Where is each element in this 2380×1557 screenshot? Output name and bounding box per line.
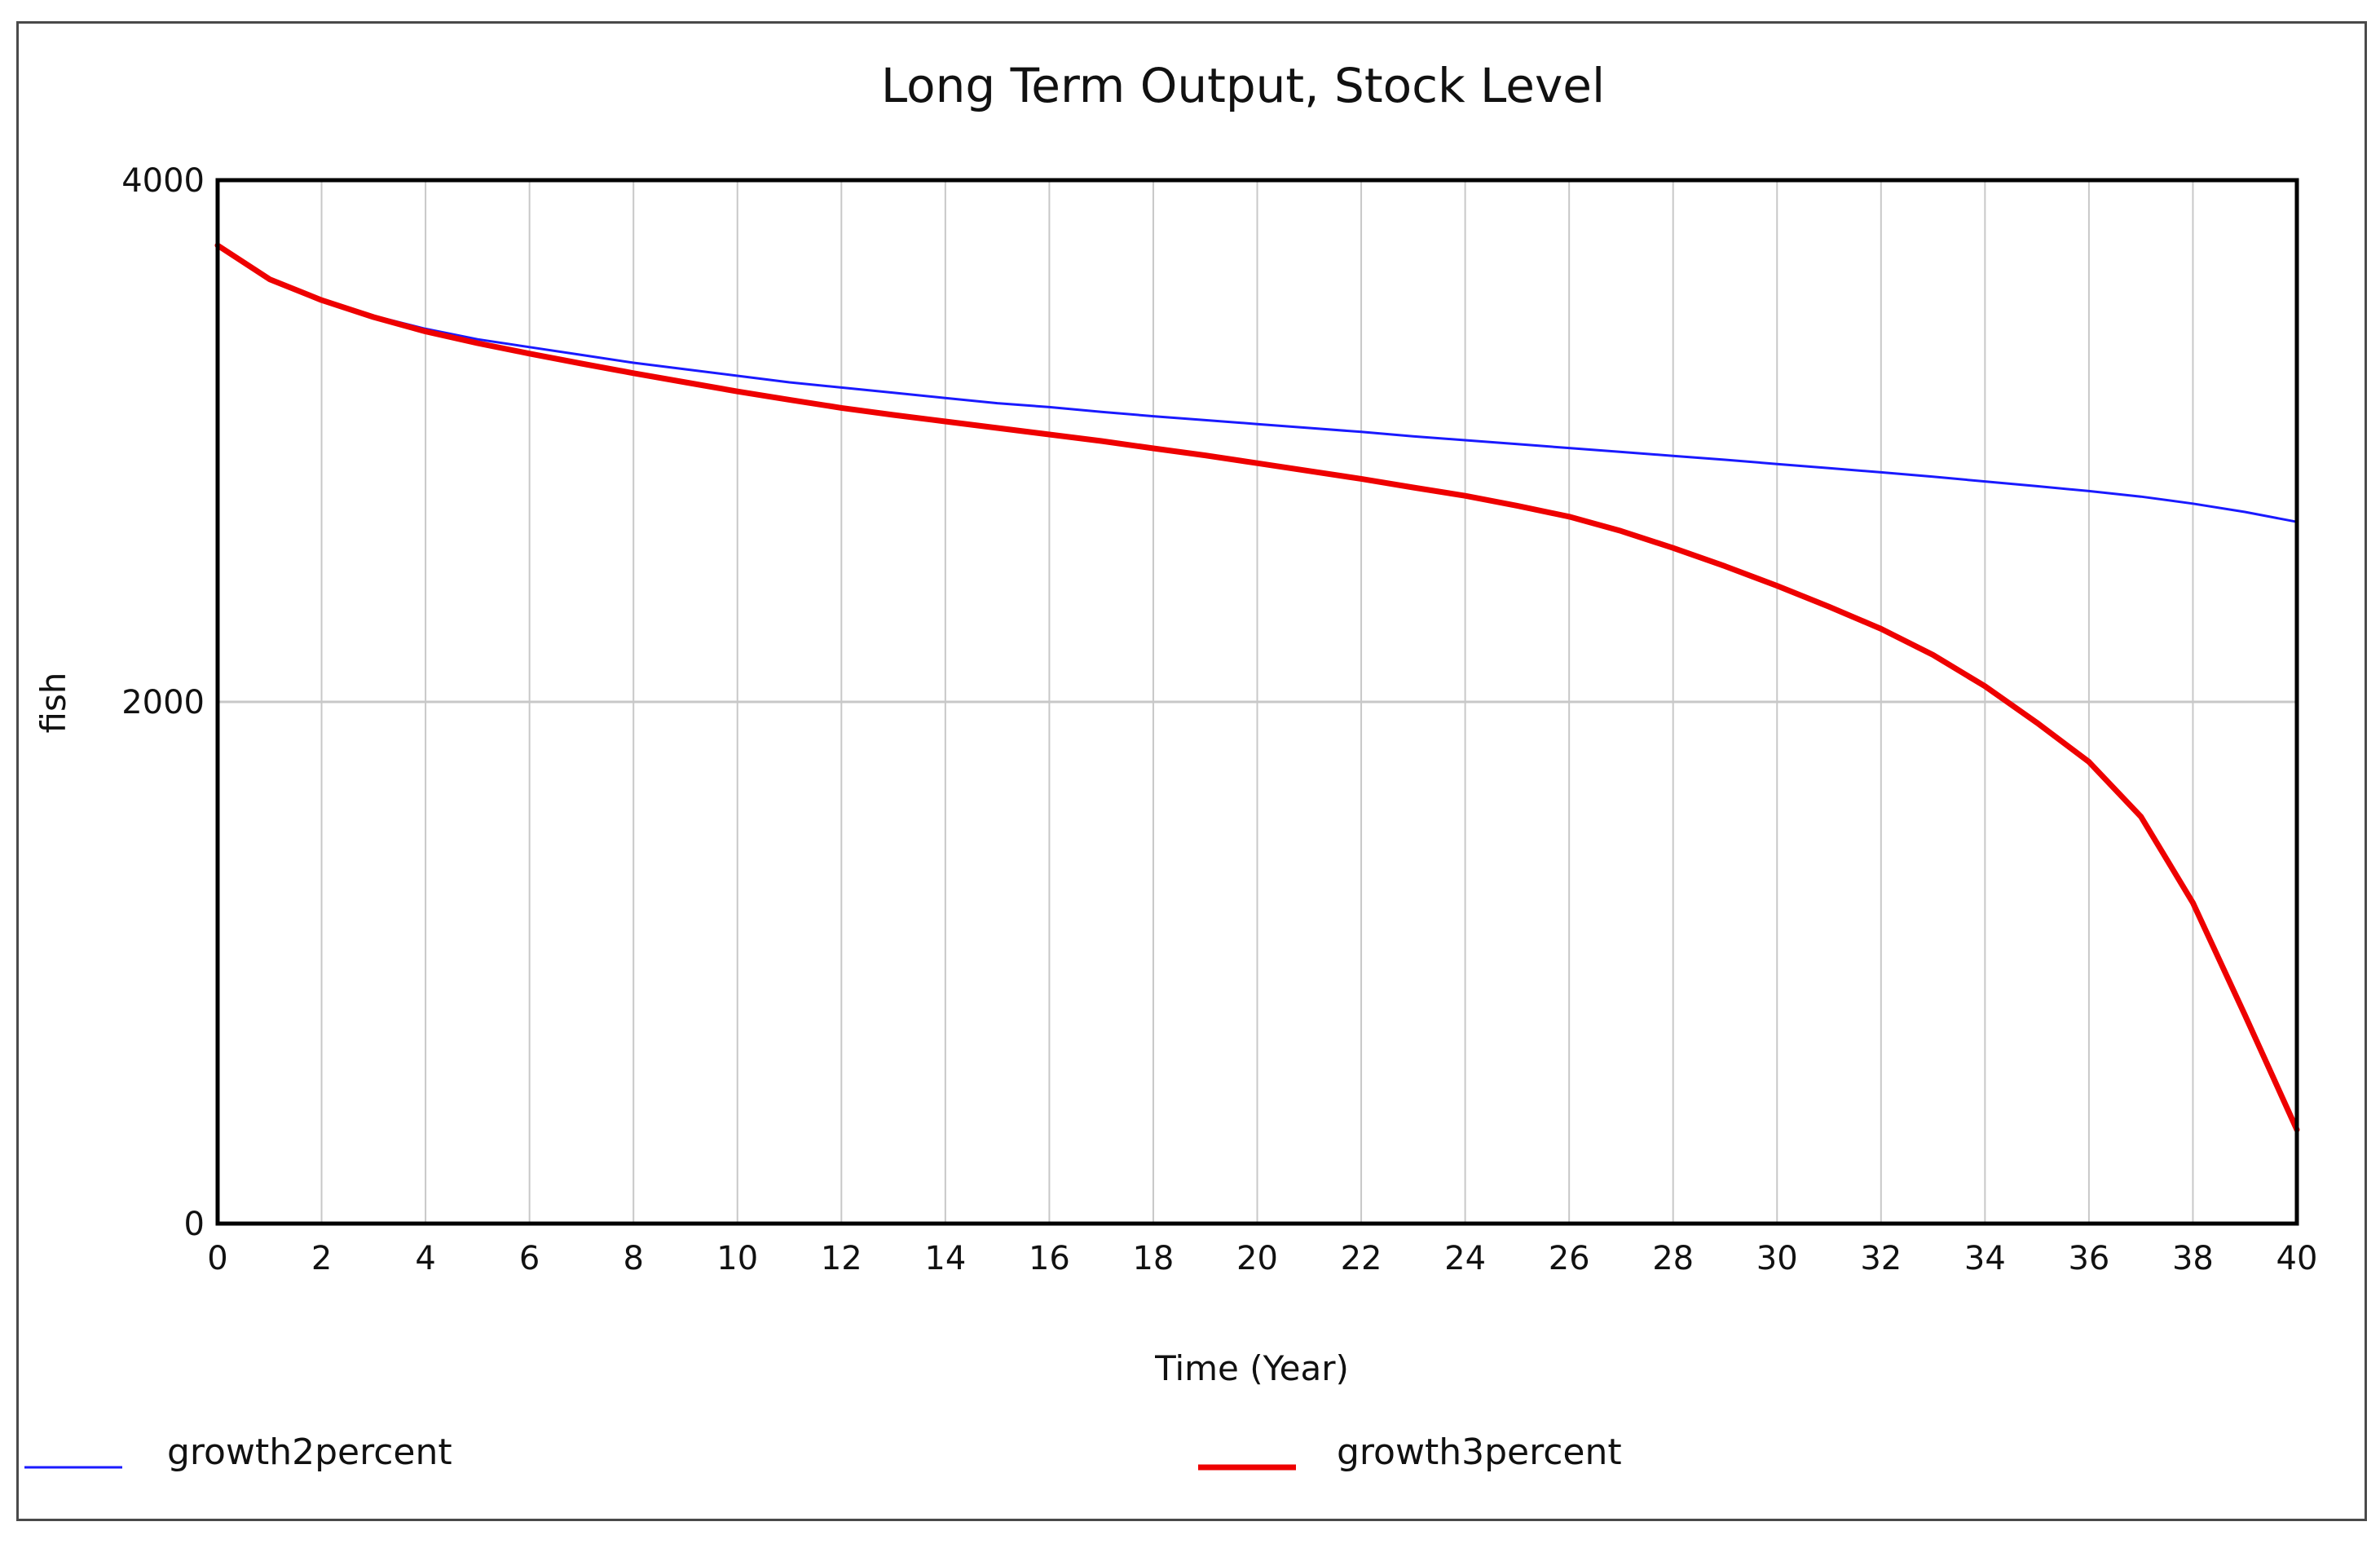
tick-labels: 0 2 4 6 8 10 12 14 16 18 20 22 24 26 28 30 32 34 36 38 40020… xyxy=(121,162,2317,1277)
x-tick-label: 38 xyxy=(2172,1240,2214,1277)
y-axis-label: fish xyxy=(33,673,73,734)
legend: growth2percent growth3percent xyxy=(24,1431,1622,1473)
legend-label-growth3percent: growth3percent xyxy=(1337,1431,1622,1473)
x-tick-label: 4 xyxy=(415,1240,435,1277)
x-tick-label: 36 xyxy=(2068,1240,2109,1277)
chart-frame xyxy=(16,21,2367,1521)
x-tick-label: 10 xyxy=(716,1240,758,1277)
x-tick-label: 2 xyxy=(311,1240,332,1277)
x-tick-label: 8 xyxy=(623,1240,643,1277)
x-tick-label: 24 xyxy=(1444,1240,1486,1277)
y-tick-label: 2000 xyxy=(121,684,205,721)
series-line-growth3percent xyxy=(214,242,2300,1133)
x-tick-label: 20 xyxy=(1236,1240,1278,1277)
series-line-growth2percent xyxy=(216,244,2298,523)
x-tick-label: 16 xyxy=(1029,1240,1070,1277)
x-tick-label: 22 xyxy=(1341,1240,1382,1277)
x-tick-label: 40 xyxy=(2276,1240,2318,1277)
y-tick-label: 0 xyxy=(184,1206,205,1243)
y-tick-label: 4000 xyxy=(121,162,205,200)
x-tick-label: 30 xyxy=(1756,1240,1798,1277)
plot-area-border xyxy=(215,178,2299,1226)
x-tick-label: 26 xyxy=(1549,1240,1590,1277)
x-tick-label: 12 xyxy=(821,1240,862,1277)
x-tick-label: 18 xyxy=(1132,1240,1174,1277)
x-tick-label: 34 xyxy=(1964,1240,2006,1277)
x-tick-label: 6 xyxy=(519,1240,540,1277)
legend-label-growth2percent: growth2percent xyxy=(167,1431,452,1473)
x-axis-label: Time (Year) xyxy=(1154,1348,1349,1388)
x-tick-label: 28 xyxy=(1652,1240,1694,1277)
x-tick-label: 0 xyxy=(207,1240,227,1277)
gridlines xyxy=(218,180,2297,1224)
chart-title: Long Term Output, Stock Level xyxy=(881,58,1605,113)
x-tick-label: 14 xyxy=(924,1240,966,1277)
x-tick-label: 32 xyxy=(1860,1240,1902,1277)
series-lines xyxy=(214,242,2300,1133)
